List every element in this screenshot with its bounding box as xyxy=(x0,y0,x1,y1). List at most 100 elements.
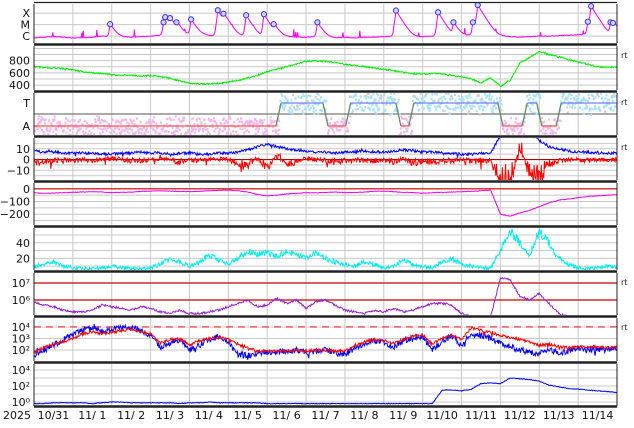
sector-data-point xyxy=(123,118,126,121)
sector-data-point xyxy=(47,133,50,135)
sector-data-point xyxy=(134,131,137,134)
sector-data-point xyxy=(128,132,131,135)
sector-data-point xyxy=(327,131,330,135)
sector-data-point xyxy=(100,118,103,122)
flare-marker xyxy=(260,11,268,18)
sector-data-point xyxy=(408,115,411,118)
sector-data-point xyxy=(491,95,494,98)
sector-data-point xyxy=(540,129,543,133)
sector-data-point xyxy=(504,123,507,126)
sector-data-point xyxy=(535,100,538,104)
sector-data-point xyxy=(477,94,480,97)
sector-data-point xyxy=(274,131,277,134)
sector-data-point xyxy=(346,128,349,131)
sector-data-point xyxy=(511,129,514,132)
sector-data-point xyxy=(438,105,441,109)
sector-data-point xyxy=(348,95,351,99)
sector-data-point xyxy=(342,124,345,127)
sector-data-point xyxy=(116,126,119,130)
sector-data-point xyxy=(559,109,562,112)
sector-data-point xyxy=(219,128,222,131)
sector-data-point xyxy=(574,106,577,110)
sector-data-point xyxy=(439,97,442,100)
sector-data-point xyxy=(573,97,576,101)
sector-data-point xyxy=(450,95,453,98)
sector-data-point xyxy=(552,130,555,133)
sector-data-point xyxy=(388,113,391,116)
sector-data-point xyxy=(570,94,573,97)
sector-data-point xyxy=(465,95,468,99)
sector-data-point xyxy=(119,133,122,135)
sector-data-point xyxy=(531,111,534,114)
sector-data-point xyxy=(303,94,306,97)
sector-data-point xyxy=(192,117,195,120)
sector-data-point xyxy=(233,121,236,124)
sector-data-point xyxy=(275,120,278,123)
sector-data-point xyxy=(400,115,403,118)
sector-data-point xyxy=(345,126,348,129)
sector-data-point xyxy=(410,131,413,134)
sector-data-point xyxy=(611,99,614,103)
sector-data-point xyxy=(314,109,317,112)
sector-data-point xyxy=(194,131,197,134)
sector-data-point xyxy=(180,120,183,123)
sector-data-point xyxy=(376,93,379,95)
sector-data-point xyxy=(572,96,575,100)
sector-data-point xyxy=(325,99,328,103)
sector-data-point xyxy=(357,100,360,104)
sector-data-point xyxy=(550,129,553,132)
sector-data-point xyxy=(585,104,588,107)
sector-data-point xyxy=(174,129,177,133)
y-tick-label-imf: −10 xyxy=(7,164,30,177)
sector-data-point xyxy=(428,107,431,110)
sector-data-point xyxy=(562,95,565,98)
sector-data-point xyxy=(131,128,134,132)
sector-transition xyxy=(521,102,528,127)
sector-data-point xyxy=(205,128,208,131)
sector-data-point xyxy=(438,104,441,107)
sector-data-point xyxy=(203,122,206,125)
sector-data-point xyxy=(454,99,457,102)
sector-data-point xyxy=(534,111,537,114)
sector-data-point xyxy=(459,104,462,108)
sector-data-point xyxy=(387,98,390,101)
sector-data-point xyxy=(582,96,585,100)
sector-data-point xyxy=(107,126,110,130)
sector-data-point xyxy=(366,106,369,109)
realtime-label-protons: rt xyxy=(621,323,627,332)
sector-data-point xyxy=(300,102,303,105)
sector-data-point xyxy=(459,107,462,110)
sector-data-point xyxy=(518,134,521,135)
sector-data-point xyxy=(222,129,225,132)
sector-data-point xyxy=(335,126,338,129)
sector-data-point xyxy=(530,110,533,113)
sector-data-point xyxy=(599,108,602,112)
sector-data-point xyxy=(88,129,91,133)
sector-data-point xyxy=(319,108,322,112)
sector-data-point xyxy=(519,122,522,125)
sector-data-point xyxy=(470,107,473,110)
sector-data-point xyxy=(491,109,494,113)
sector-data-point xyxy=(138,127,141,131)
flare-marker xyxy=(243,12,250,19)
sector-data-point xyxy=(255,122,258,125)
sector-data-point xyxy=(567,95,570,98)
x-axis-date-label: 11/11 xyxy=(465,409,497,422)
sector-data-point xyxy=(575,95,578,98)
sector-data-point xyxy=(490,107,493,110)
sector-data-point xyxy=(503,130,506,133)
sector-data-point xyxy=(258,120,261,124)
sector-data-point xyxy=(560,100,563,104)
flare-marker xyxy=(162,14,169,21)
sector-data-point xyxy=(492,99,495,102)
sector-data-point xyxy=(34,129,36,133)
sector-data-point xyxy=(542,128,545,131)
sector-data-point xyxy=(191,128,194,132)
sector-data-point xyxy=(531,103,534,106)
sector-data-point xyxy=(244,130,247,133)
sector-data-point xyxy=(386,100,389,103)
sector-data-point xyxy=(99,127,102,130)
sector-data-point xyxy=(613,93,616,95)
sector-data-point xyxy=(251,125,254,128)
sector-data-point xyxy=(112,129,115,133)
